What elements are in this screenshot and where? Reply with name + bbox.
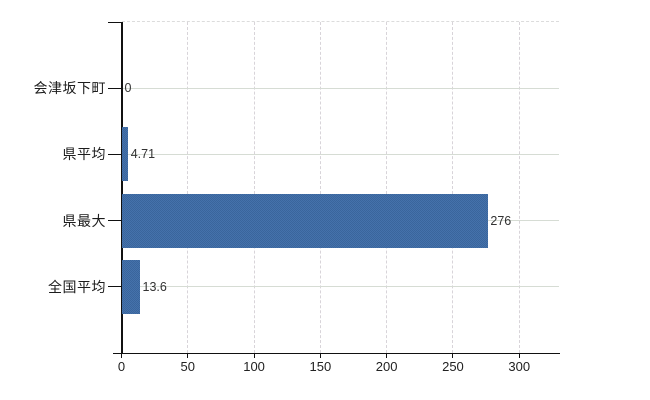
x-axis-tick xyxy=(452,353,454,358)
x-axis-tick xyxy=(319,353,321,358)
y-axis-tick xyxy=(108,220,122,222)
bar xyxy=(122,127,129,182)
x-axis-tick xyxy=(518,353,520,358)
y-axis-tick xyxy=(108,153,122,155)
category-label: 会津坂下町 xyxy=(33,80,106,97)
horizontal-gridline xyxy=(121,286,559,288)
x-axis-tick xyxy=(253,353,255,358)
bar xyxy=(122,259,141,314)
x-axis-line xyxy=(113,352,560,354)
x-axis-tick-label: 0 xyxy=(117,359,126,374)
x-axis-tick-label: 250 xyxy=(442,359,464,374)
vertical-gridline xyxy=(518,22,520,353)
category-label: 全国平均 xyxy=(48,278,106,295)
x-axis-tick xyxy=(187,353,189,358)
vertical-gridline xyxy=(452,22,454,353)
x-axis-tick-label: 150 xyxy=(309,359,332,374)
vertical-gridline xyxy=(187,22,189,353)
x-axis-tick-label: 200 xyxy=(375,359,398,374)
x-axis-tick xyxy=(386,353,388,358)
value-label: 4.71 xyxy=(130,147,156,162)
vertical-gridline xyxy=(386,22,388,353)
vertical-gridline xyxy=(319,22,321,353)
category-label: 県最大 xyxy=(62,212,106,229)
x-axis-tick xyxy=(121,353,122,358)
horizontal-gridline xyxy=(121,153,559,155)
x-axis-tick-label: 100 xyxy=(243,359,265,374)
horizontal-gridline xyxy=(121,87,559,89)
y-axis-tick xyxy=(108,21,122,23)
value-label: 0 xyxy=(124,81,132,96)
x-axis-tick-label: 300 xyxy=(508,359,531,374)
category-label: 県平均 xyxy=(62,146,106,163)
y-axis-line xyxy=(121,22,123,353)
x-axis-tick-label: 50 xyxy=(180,359,196,374)
bar xyxy=(122,193,488,248)
y-axis-tick xyxy=(108,286,122,288)
value-label: 276 xyxy=(490,213,512,228)
value-label: 13.6 xyxy=(142,279,167,294)
vertical-gridline xyxy=(253,22,255,353)
y-axis-tick xyxy=(108,87,122,89)
plot-top-border xyxy=(121,21,559,22)
